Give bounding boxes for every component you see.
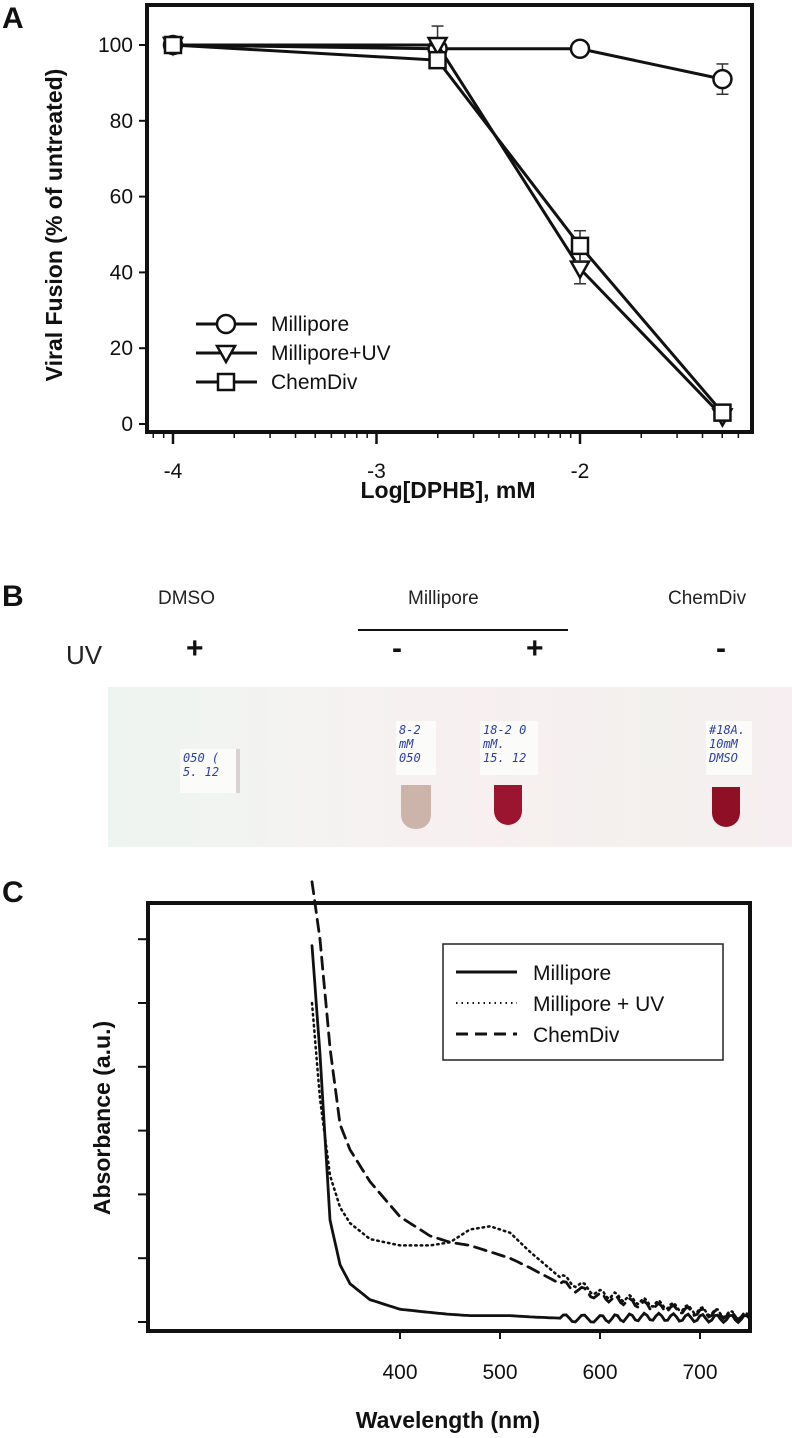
y-axis-title-c: Absorbance (a.u.) [89, 1021, 115, 1215]
tube-millipore-uv: 18-2 0 mM. 15. 12 [476, 707, 538, 837]
x-tick-label: 600 [582, 1361, 617, 1384]
y-tick-label: 40 [110, 261, 133, 284]
tube-label-line: DMSO [709, 751, 738, 765]
tube-liquid-chemdiv [712, 787, 740, 827]
uv-sign-millipore-plus: + [526, 632, 544, 665]
x-tick-label: -2 [571, 460, 590, 483]
plot-frame-a [145, 3, 754, 434]
circle-marker [569, 38, 591, 60]
tube-label-millipore-uv: 18-2 0 mM. 15. 12 [480, 721, 538, 775]
tube-dmso: 050 ( 5. 12 [180, 727, 240, 827]
legend-label: ChemDiv [533, 1024, 620, 1047]
x-tick-label: 500 [482, 1361, 517, 1384]
uv-sign-millipore-minus: - [392, 632, 402, 665]
y-tick-label: 80 [110, 110, 133, 133]
tube-liquid-millipore-no-uv [401, 785, 431, 829]
x-tick-label: 400 [382, 1361, 417, 1384]
x-tick-label: 700 [682, 1361, 717, 1384]
x-tick-label: -3 [367, 460, 386, 483]
legend-c: Millipore Millipore + UV ChemDiv [442, 943, 724, 1061]
tube-liquid-millipore-uv [494, 785, 522, 825]
group-label-dmso: DMSO [158, 588, 215, 609]
tube-label-line: 5. 12 [183, 765, 220, 779]
panel-letter-a: A [2, 2, 24, 35]
chart-panel-a: 0 20 40 60 80 100 -4 -3 -2 Log[DPHB], mM Viral Fus… [41, 3, 754, 503]
tube-label-line: #18A. [709, 723, 746, 737]
triangle-down-marker [426, 36, 449, 57]
legend-label: Millipore [271, 313, 349, 336]
panel-letter-c: C [2, 876, 24, 909]
tube-label-line: 10mM [709, 737, 738, 751]
x-axis-title-a: Log[DPHB], mM [360, 477, 535, 503]
series-chemdiv [163, 35, 732, 422]
square-marker [713, 403, 732, 422]
x-tick-label: -4 [164, 460, 183, 483]
y-tick-label: 0 [121, 413, 133, 436]
tube-label-line: mM. [483, 737, 505, 751]
tube-label-chemdiv: #18A. 10mM DMSO [706, 721, 752, 775]
y-axis-title-a: Viral Fusion (% of untreated) [41, 69, 67, 382]
tube-label-line: 050 ( [183, 751, 220, 765]
tube-label-line: 18-2 0 [483, 723, 527, 737]
legend-label: Millipore+UV [271, 342, 391, 365]
millipore-group-bracket [358, 629, 568, 631]
tube-millipore-no-uv: 8-2 mM 050 [396, 707, 436, 837]
y-tick-label: 100 [98, 34, 133, 57]
legend-label: ChemDiv [271, 371, 358, 394]
panel-letter-b: B [2, 580, 24, 613]
circle-marker [215, 313, 237, 335]
series-line [172, 43, 723, 81]
y-tick-label: 20 [110, 337, 133, 360]
series-line [172, 43, 724, 414]
legend-label: Millipore + UV [533, 993, 664, 1016]
tube-label-line: mM [399, 737, 414, 751]
tube-label-line: 8-2 [399, 723, 421, 737]
circle-marker [712, 68, 733, 90]
y-tick-label: 60 [110, 186, 133, 209]
tube-label-dmso: 050 ( 5. 12 [180, 749, 240, 793]
triangle-down-marker [214, 344, 238, 365]
x-axis-title-c: Wavelength (nm) [356, 1407, 540, 1433]
square-marker [163, 35, 183, 55]
series-millipore [162, 34, 733, 96]
plot-frame-c [146, 901, 752, 1333]
series-millipore [310, 944, 752, 1325]
square-marker [428, 50, 447, 70]
tube-chemdiv: #18A. 10mM DMSO [704, 707, 754, 837]
tube-label-line: 15. 12 [483, 751, 527, 765]
tube-label-millipore-no-uv: 8-2 mM 050 [396, 721, 436, 775]
legend-a: Millipore Millipore+UV ChemDiv [196, 313, 391, 394]
series-millipore-uv [310, 1001, 752, 1321]
group-label-chemdiv: ChemDiv [668, 588, 747, 609]
series-line [173, 43, 724, 418]
uv-row-label: UV [66, 640, 103, 670]
tube-label-line: 050 [399, 751, 421, 765]
square-marker [216, 372, 236, 392]
series-chemdiv [310, 880, 752, 1322]
square-marker [570, 236, 590, 256]
tubes-photo: 050 ( 5. 12 8-2 mM 050 18-2 0 mM. 15. 12 [108, 687, 792, 847]
group-label-millipore: Millipore [408, 588, 479, 609]
uv-sign-chemdiv: - [716, 632, 726, 665]
legend-label: Millipore [533, 962, 611, 985]
uv-sign-dmso: + [186, 632, 204, 665]
